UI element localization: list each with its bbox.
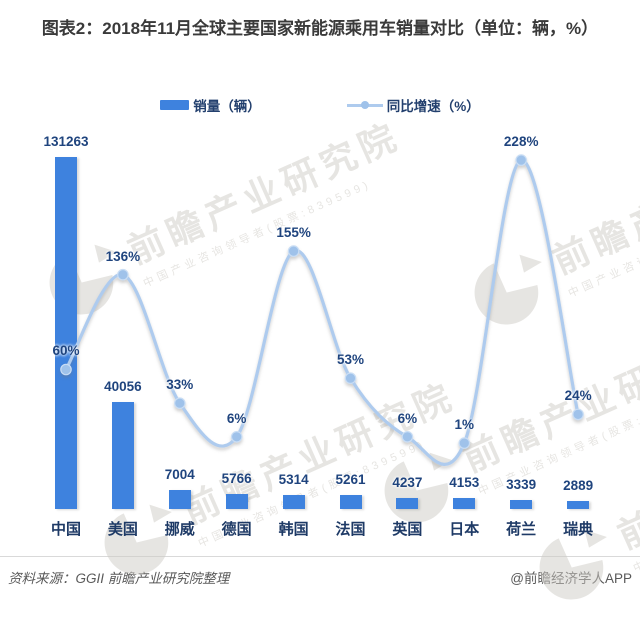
- bar-德国: [225, 493, 248, 509]
- chart-page: { "title": "图表2：2018年11月全球主要国家新能源乘用车销量对比…: [0, 19, 640, 600]
- bar-瑞典: [567, 501, 590, 509]
- growth-line-chart: [60, 154, 584, 466]
- legend: 销量（辆） 同比增速（%）: [0, 94, 640, 116]
- growth-point: [401, 430, 414, 443]
- source-note: 资料来源：GGII 前瞻产业研究院整理: [8, 571, 230, 586]
- chart-plot-area: 前瞻产业研究院 中国产业咨询领导者(股票:839599) 前瞻产业研究院 中国产业咨询…: [43, 115, 640, 600]
- line-series-swatch-icon: [346, 100, 383, 110]
- axis-label-荷兰: 荷兰: [506, 521, 537, 538]
- growth-point: [60, 363, 72, 376]
- legend-label-growth: 同比增速（%）: [386, 99, 480, 114]
- legend-item-growth: 同比增速（%）: [346, 95, 480, 115]
- growth-point: [230, 430, 243, 443]
- growth-value-label: 53%: [336, 352, 365, 368]
- growth-value-label: 6%: [226, 410, 247, 426]
- bar-中国: [55, 157, 77, 509]
- growth-value-label: 60%: [52, 343, 80, 359]
- axis-label-英国: 英国: [392, 521, 423, 538]
- bar-美国: [111, 401, 134, 509]
- growth-value-label: 24%: [564, 388, 592, 404]
- bar-value-label: 4153: [449, 474, 480, 490]
- bar-value-label: 3339: [506, 477, 537, 493]
- bar-荷兰: [510, 500, 533, 509]
- bar-value-label: 40056: [104, 378, 142, 394]
- axis-label-瑞典: 瑞典: [563, 521, 594, 538]
- bar-日本: [453, 497, 476, 509]
- bar-韩国: [282, 494, 305, 509]
- growth-value-label: 33%: [166, 377, 194, 393]
- axis-label-日本: 日本: [449, 521, 480, 538]
- growth-point: [458, 437, 471, 449]
- growth-value-label: 136%: [105, 248, 141, 264]
- axis-label-法国: 法国: [335, 521, 366, 538]
- axis-label-韩国: 韩国: [278, 521, 309, 538]
- growth-value-label: 1%: [454, 417, 475, 433]
- growth-point: [287, 245, 300, 257]
- bar-series-swatch-icon: [160, 100, 190, 110]
- footer-divider: [0, 556, 640, 557]
- growth-point: [572, 408, 584, 421]
- axis-label-挪威: 挪威: [164, 521, 195, 538]
- bar-value-label: 5766: [221, 470, 252, 486]
- legend-item-sales: 销量（辆）: [160, 95, 261, 115]
- growth-value-label: 228%: [503, 134, 539, 150]
- chart-title: 图表2：2018年11月全球主要国家新能源乘用车销量对比（单位：辆，%）: [41, 19, 599, 38]
- bar-value-label: 5314: [278, 471, 309, 487]
- bar-value-label: 5261: [335, 471, 366, 487]
- bar-挪威: [168, 490, 191, 509]
- bar-法国: [339, 494, 362, 509]
- growth-line: [64, 158, 580, 466]
- growth-value-label: 6%: [397, 410, 418, 426]
- growth-value-label: 155%: [276, 225, 311, 241]
- growth-point: [344, 372, 357, 384]
- credit-text: @前瞻经济学人APP: [510, 571, 632, 586]
- legend-label-sales: 销量（辆）: [193, 99, 261, 114]
- growth-point: [174, 397, 186, 409]
- bar-value-label: 131263: [43, 134, 89, 149]
- axis-label-德国: 德国: [221, 521, 252, 538]
- growth-point: [117, 268, 129, 281]
- axis-label-中国: 中国: [50, 521, 81, 538]
- bar-value-label: 7004: [164, 467, 195, 483]
- bar-value-label: 2889: [563, 478, 594, 493]
- growth-point: [515, 154, 527, 166]
